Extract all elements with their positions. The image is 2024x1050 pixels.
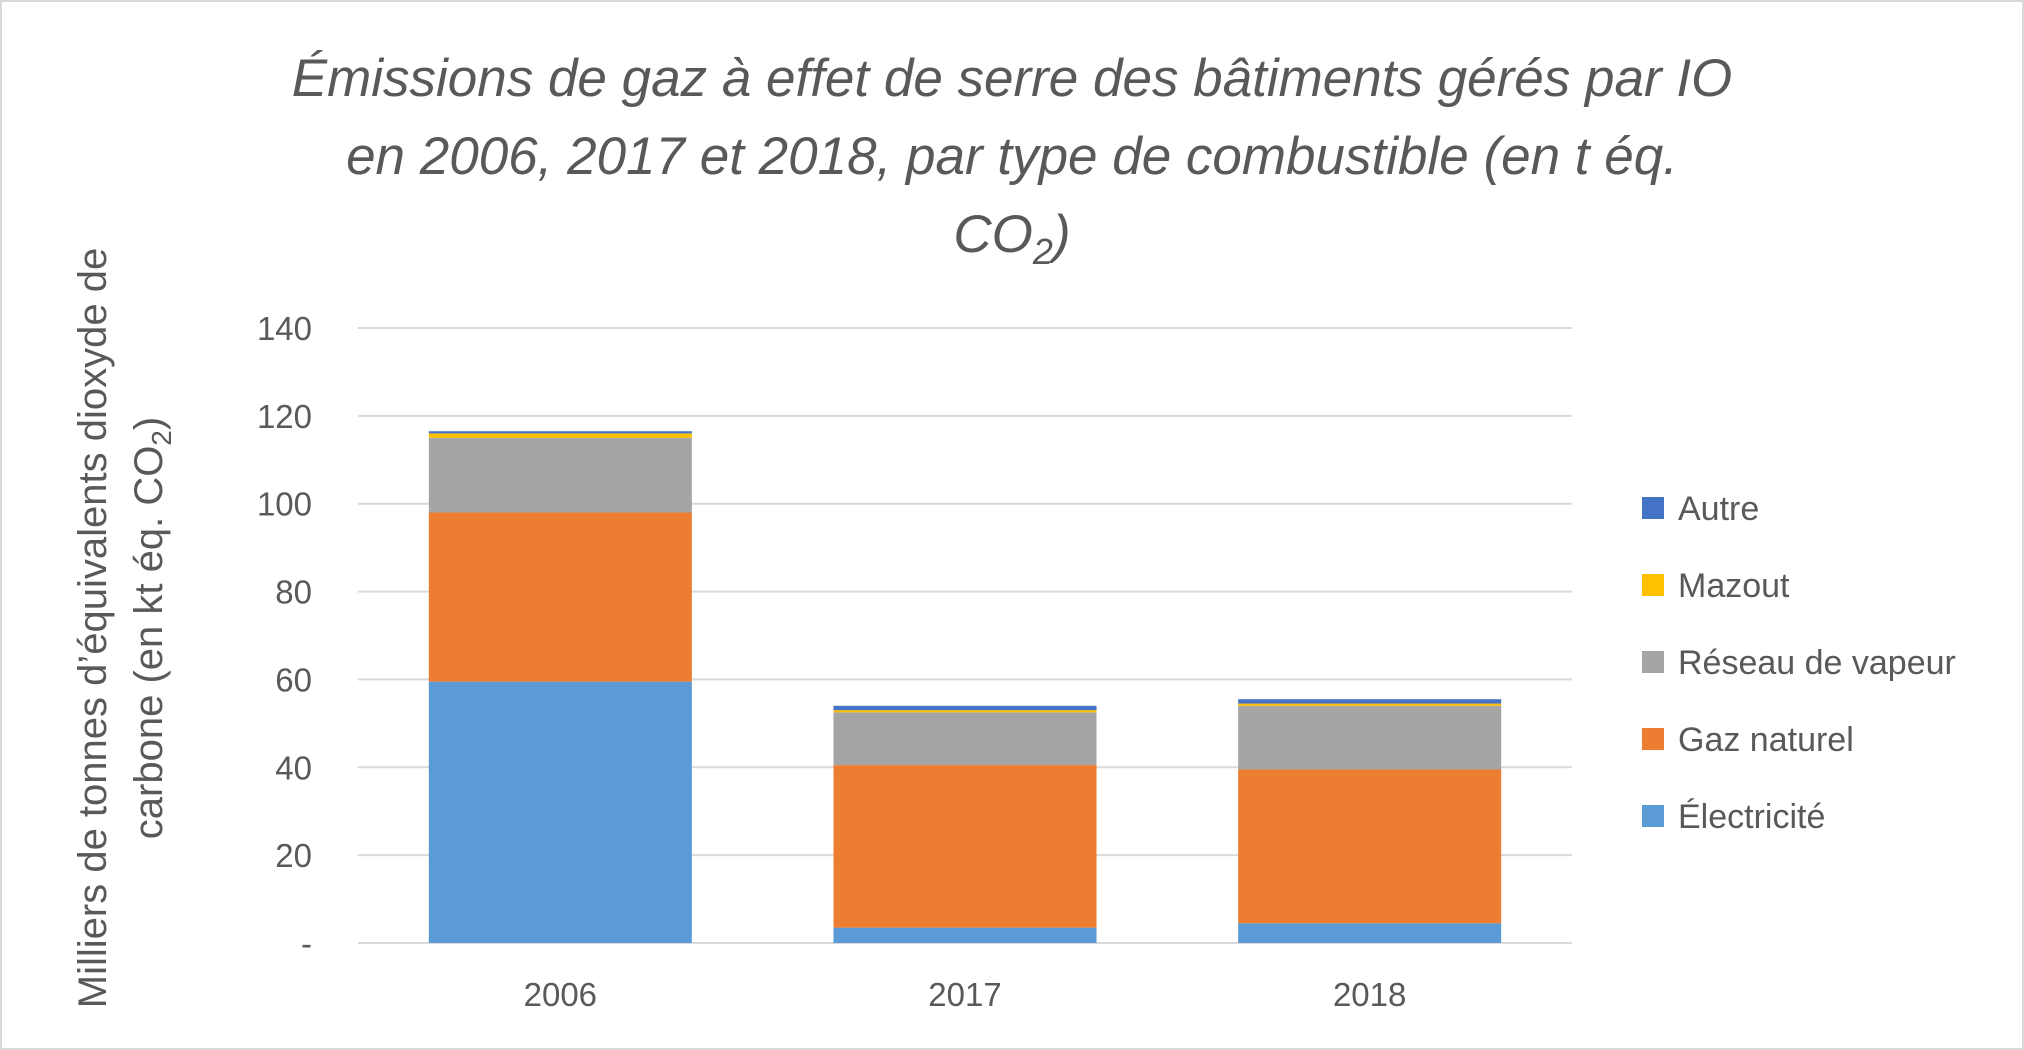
- legend-swatch: [1642, 805, 1664, 827]
- y-axis-label-main: carbone (en kt éq. CO: [127, 446, 171, 840]
- bar-segment: [428, 437, 692, 513]
- bar-segment: [428, 431, 692, 434]
- bar-segment: [833, 705, 1097, 711]
- legend-label: Réseau de vapeur: [1678, 644, 1956, 682]
- y-tick-label: 140: [257, 310, 312, 347]
- y-axis-label-subscript: 2: [146, 430, 177, 446]
- bar-segment: [833, 927, 1097, 943]
- y-tick-label: 20: [275, 837, 312, 874]
- chart-title-line-3: CO2): [953, 205, 1070, 272]
- legend-swatch: [1642, 574, 1664, 596]
- legend-label: Gaz naturel: [1678, 721, 1854, 759]
- bars: [428, 431, 1502, 943]
- bar-segment: [1238, 703, 1502, 706]
- legend-swatch: [1642, 497, 1664, 519]
- y-tick-label: 40: [275, 749, 312, 786]
- bar-segment: [428, 512, 692, 682]
- chart-title-line-1: Émissions de gaz à effet de serre des bâ…: [292, 49, 1733, 108]
- bar-segment: [833, 765, 1097, 928]
- y-axis-ticks: - 20 40 60 80 100 120 140: [257, 310, 312, 962]
- legend: Autre Mazout Réseau de vapeur Gaz naturel Él…: [1642, 490, 1956, 836]
- y-tick-label: 80: [275, 574, 312, 611]
- y-tick-label: 120: [257, 398, 312, 435]
- legend-label: Autre: [1678, 490, 1759, 528]
- chart-title-close: ): [1047, 205, 1071, 264]
- bar-segment: [833, 712, 1097, 766]
- y-tick-label: 100: [257, 486, 312, 523]
- x-tick-label: 2018: [1333, 976, 1406, 1013]
- legend-label: Mazout: [1678, 567, 1790, 605]
- x-axis-ticks: 2006 2017 2018: [524, 976, 1407, 1013]
- chart-title-subscript: 2: [1032, 231, 1053, 272]
- y-tick-label: 60: [275, 661, 312, 698]
- bar-segment: [1238, 705, 1502, 770]
- y-axis-label-line-2: carbone (en kt éq. CO2): [127, 417, 177, 839]
- y-axis-label-close: ): [127, 417, 171, 430]
- y-tick-label: -: [301, 925, 312, 962]
- x-tick-label: 2017: [928, 976, 1001, 1013]
- legend-swatch: [1642, 651, 1664, 673]
- legend-label: Électricité: [1678, 798, 1825, 836]
- bar-segment: [1238, 699, 1502, 704]
- bar-segment: [428, 681, 692, 943]
- y-axis-label: Milliers de tonnes d’équivalents dioxyde…: [71, 248, 177, 1008]
- bar-segment: [833, 710, 1097, 713]
- bar-segment: [1238, 769, 1502, 924]
- bar-segment: [428, 433, 692, 438]
- chart-title-line-2: en 2006, 2017 et 2018, par type de combu…: [346, 127, 1678, 186]
- legend-swatch: [1642, 728, 1664, 750]
- x-tick-label: 2006: [524, 976, 597, 1013]
- chart-title-co: CO: [953, 205, 1033, 264]
- y-axis-label-line-1: Milliers de tonnes d’équivalents dioxyde…: [71, 248, 115, 1008]
- bar-segment: [1238, 923, 1502, 943]
